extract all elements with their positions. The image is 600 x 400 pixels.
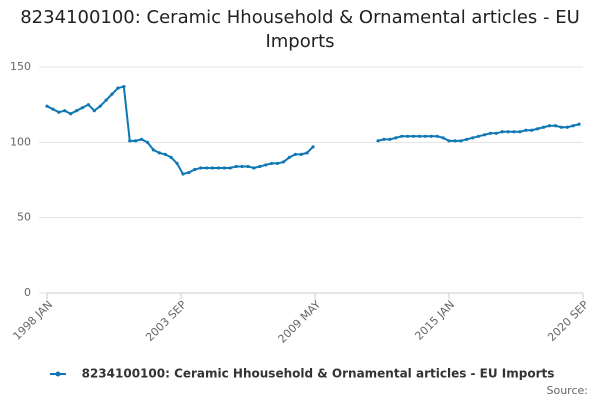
point	[376, 139, 380, 143]
point	[134, 139, 138, 143]
point	[305, 151, 309, 155]
point	[270, 161, 274, 166]
point	[74, 109, 79, 113]
point	[541, 125, 546, 129]
point	[116, 86, 120, 90]
point	[518, 130, 522, 134]
point	[157, 151, 161, 155]
point	[240, 164, 244, 169]
x-tick-label: 2003 SEP	[143, 298, 189, 344]
x-tick-label: 2009 MAY	[276, 298, 324, 346]
point	[98, 104, 102, 108]
point	[488, 131, 492, 135]
point	[530, 128, 534, 132]
point	[199, 166, 203, 170]
point	[471, 136, 475, 140]
point	[228, 166, 232, 170]
point	[175, 161, 179, 166]
point	[258, 164, 262, 169]
point	[465, 137, 469, 141]
point	[382, 137, 386, 141]
point	[447, 139, 451, 143]
point	[553, 124, 558, 128]
point	[110, 92, 114, 96]
source: Source:	[547, 384, 589, 397]
chart-title: 8234100100: Ceramic Hhousehold & Ornamen…	[20, 7, 580, 52]
point	[459, 139, 463, 143]
point	[92, 109, 96, 113]
legend-marker	[55, 371, 61, 377]
point	[577, 122, 581, 126]
point	[311, 145, 315, 149]
point	[388, 137, 392, 141]
point	[187, 170, 191, 175]
point	[181, 172, 185, 176]
point	[104, 98, 108, 102]
point	[69, 112, 73, 116]
point	[559, 125, 563, 129]
point	[246, 164, 250, 169]
point	[128, 139, 132, 143]
point	[429, 134, 433, 138]
point	[423, 134, 427, 138]
point	[565, 125, 569, 129]
point	[222, 166, 226, 170]
legend-label: 8234100100: Ceramic Hhousehold & Ornamen…	[82, 367, 555, 381]
point	[482, 133, 487, 137]
point	[210, 166, 215, 170]
point	[417, 134, 422, 138]
point	[275, 161, 280, 166]
point	[571, 124, 575, 128]
point	[441, 136, 445, 140]
y-tick-label: 50	[17, 211, 31, 224]
point	[547, 124, 552, 128]
point	[494, 131, 498, 135]
point	[57, 110, 61, 114]
series-line	[46, 85, 580, 176]
point	[406, 134, 410, 138]
point	[193, 167, 197, 172]
point	[86, 103, 90, 107]
point	[163, 152, 167, 156]
point	[512, 130, 516, 134]
point	[287, 155, 291, 159]
point	[264, 163, 268, 167]
point	[299, 152, 303, 156]
point	[293, 152, 297, 156]
point	[476, 134, 481, 138]
point	[80, 106, 85, 110]
point	[169, 155, 173, 159]
point	[411, 134, 416, 138]
x-tick-label: 1998 JAN	[10, 298, 55, 343]
point	[234, 164, 238, 169]
y-tick-label: 100	[10, 135, 31, 148]
x-tick-label: 2015 JAN	[412, 298, 457, 343]
point	[139, 137, 144, 141]
point	[252, 166, 256, 170]
point	[45, 104, 49, 108]
point	[506, 130, 510, 134]
point	[63, 109, 67, 113]
point	[281, 160, 286, 164]
point	[524, 128, 528, 132]
point	[394, 136, 398, 140]
point	[122, 84, 126, 89]
point	[500, 130, 504, 134]
point	[51, 107, 55, 111]
point	[536, 127, 540, 131]
point	[453, 139, 457, 143]
point	[145, 140, 150, 144]
point	[400, 134, 404, 138]
point	[205, 166, 209, 170]
point	[151, 148, 156, 152]
x-tick-label: 2020 SEP	[545, 298, 591, 344]
y-tick-label: 150	[10, 60, 31, 73]
point	[216, 166, 221, 170]
point	[435, 134, 439, 138]
y-tick-label: 0	[24, 286, 31, 299]
